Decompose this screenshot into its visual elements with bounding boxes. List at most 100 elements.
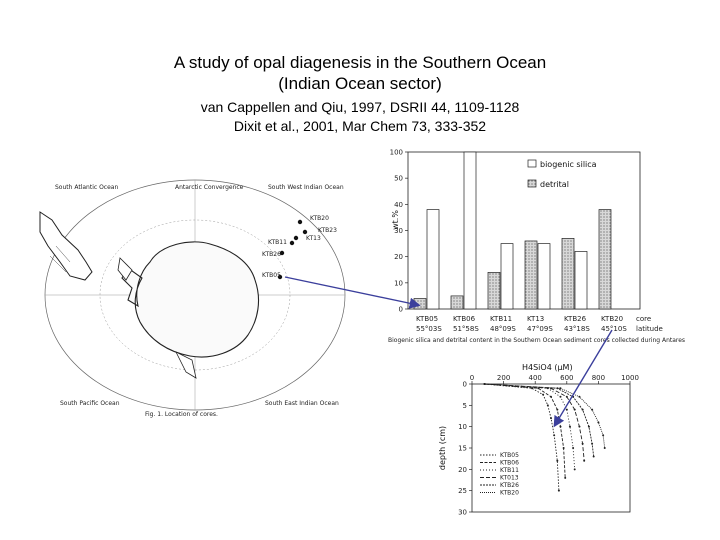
bar-category-sublabel: 45°10S xyxy=(601,325,627,333)
profile-point xyxy=(572,447,575,449)
bar-y-tick-label: 40 xyxy=(394,201,403,209)
station-label: KTB11 xyxy=(268,239,287,246)
station-dot xyxy=(289,240,295,246)
bar-y-ticks: 0 10 20 30 40 50 100 xyxy=(390,149,408,314)
profile-y-tick-label: 20 xyxy=(458,466,467,474)
profile-point xyxy=(550,417,552,420)
bar-x-labels: KTB05 55°03S KTB06 51°58S KTB11 48°09S KT13 47°… xyxy=(416,315,627,333)
profile-point xyxy=(562,447,565,449)
bar-category-label: KTB05 xyxy=(416,315,438,323)
profile-point xyxy=(581,442,584,445)
bar-category-sublabel: 47°09S xyxy=(527,325,553,333)
bar-category-label: KTB20 xyxy=(601,315,623,323)
station-dot xyxy=(277,274,283,280)
profile-legend-label: KTB11 xyxy=(500,467,519,474)
bar-detrital xyxy=(561,238,575,310)
profile-x-tick-label: 0 xyxy=(470,374,474,382)
bar-legend: biogenic silica detrital xyxy=(527,159,597,189)
bar-detrital xyxy=(450,295,464,310)
antarctica-outline xyxy=(121,241,260,358)
profile-point xyxy=(583,459,586,462)
station-markers: KTB20 KTB23 KTB11 KT13 KTB26 KTB05 xyxy=(262,215,337,280)
station-dot xyxy=(302,229,308,235)
profile-point xyxy=(556,459,559,462)
bar-category-sublabel: 43°18S xyxy=(564,325,590,333)
profile-point xyxy=(546,404,549,407)
profile-point xyxy=(591,442,594,445)
profile-point xyxy=(559,425,562,428)
profile-point xyxy=(568,425,571,428)
profile-point xyxy=(578,425,581,428)
profile-y-tick-label: 5 xyxy=(463,402,467,410)
profile-point xyxy=(581,408,584,411)
ross-sea-shelf xyxy=(175,351,197,379)
profile-point xyxy=(483,383,486,385)
bar-biogenic-silica xyxy=(537,243,551,310)
legend-swatch-biogenic xyxy=(527,159,537,168)
legend-label-detrital: detrital xyxy=(540,180,569,189)
antarctic-peninsula xyxy=(117,257,133,281)
profile-point xyxy=(559,395,562,398)
station-dot xyxy=(297,219,303,225)
bar-chart: 0 10 20 30 40 50 100 wt.% biogenic silica detr… xyxy=(388,149,685,345)
profile-point xyxy=(550,395,552,398)
profile-point xyxy=(573,408,576,411)
bar-detrital xyxy=(598,209,612,310)
bar-category-label: KT13 xyxy=(527,315,544,323)
bar-category-sublabel: 55°03S xyxy=(416,325,442,333)
profile-point xyxy=(587,425,590,428)
legend-swatch-detrital xyxy=(527,179,537,188)
station-label: KTB23 xyxy=(318,227,337,234)
bar-y-tick-label: 20 xyxy=(394,253,403,261)
profile-point xyxy=(559,387,562,390)
profile-x-ticks: 0 200 400 600 800 1000 xyxy=(470,374,639,384)
profile-legend-label: KTB26 xyxy=(500,482,519,489)
bar-axis-end-latitude: latitude xyxy=(636,325,663,333)
profile-line xyxy=(484,383,560,491)
title-line-2: (Indian Ocean sector) xyxy=(278,74,442,93)
references: van Cappellen and Qiu, 1997, DSRII 44, 1… xyxy=(0,98,720,136)
profile-y-ticks: 0 5 10 15 20 25 30 xyxy=(458,381,472,517)
profile-legend-label: KTB06 xyxy=(500,460,519,467)
profile-x-tick-label: 600 xyxy=(560,374,573,382)
profile-y-tick-label: 10 xyxy=(458,423,467,431)
bar-detrital xyxy=(524,240,538,310)
legend-label-biogenic: biogenic silica xyxy=(540,160,597,169)
station-label: KTB20 xyxy=(310,215,329,222)
arrow-map-to-bars xyxy=(284,276,421,309)
profile-point xyxy=(565,395,568,398)
bar-category-label: KTB26 xyxy=(564,315,587,323)
label-south-atlantic: South Atlantic Ocean xyxy=(55,184,118,191)
reference-1: van Cappellen and Qiu, 1997, DSRII 44, 1… xyxy=(200,99,520,115)
profile-point xyxy=(592,455,595,458)
station-label: KTB26 xyxy=(262,251,281,258)
south-america-tip xyxy=(39,211,93,281)
bar-y-axis-label: wt.% xyxy=(391,210,400,230)
bar-y-tick-label: 0 xyxy=(399,306,403,314)
profile-point xyxy=(597,421,600,424)
bar-y-tick-label: 10 xyxy=(394,279,403,287)
profile-x-tick-label: 400 xyxy=(529,374,542,382)
profile-chart: H4SiO4 (µM) depth (cm) 0 200 400 600 800 1000… xyxy=(438,363,639,517)
profile-frame xyxy=(471,383,631,513)
profile-y-tick-label: 0 xyxy=(463,381,467,389)
profile-y-tick-label: 25 xyxy=(458,487,467,495)
bar-category-label: KTB11 xyxy=(490,315,512,323)
station-dot xyxy=(293,235,299,241)
bar-chart-caption: Biogenic silica and detrital content in … xyxy=(388,337,685,344)
profile-point xyxy=(542,393,545,396)
label-south-west-indian: South West Indian Ocean xyxy=(268,184,344,191)
profile-point xyxy=(556,408,559,411)
profile-point xyxy=(573,468,576,471)
label-south-east-indian: South East Indian Ocean xyxy=(265,400,339,407)
map-frame xyxy=(33,189,367,413)
bar-biogenic-silica xyxy=(426,209,440,310)
title-line-1: A study of opal diagenesis in the Southe… xyxy=(173,53,547,72)
bar-category-sublabel: 51°58S xyxy=(453,325,479,333)
profile-series xyxy=(483,383,606,492)
label-south-pacific: South Pacific Ocean xyxy=(60,400,120,407)
bar-detrital xyxy=(413,298,427,310)
bar-biogenic-silica xyxy=(500,243,514,310)
